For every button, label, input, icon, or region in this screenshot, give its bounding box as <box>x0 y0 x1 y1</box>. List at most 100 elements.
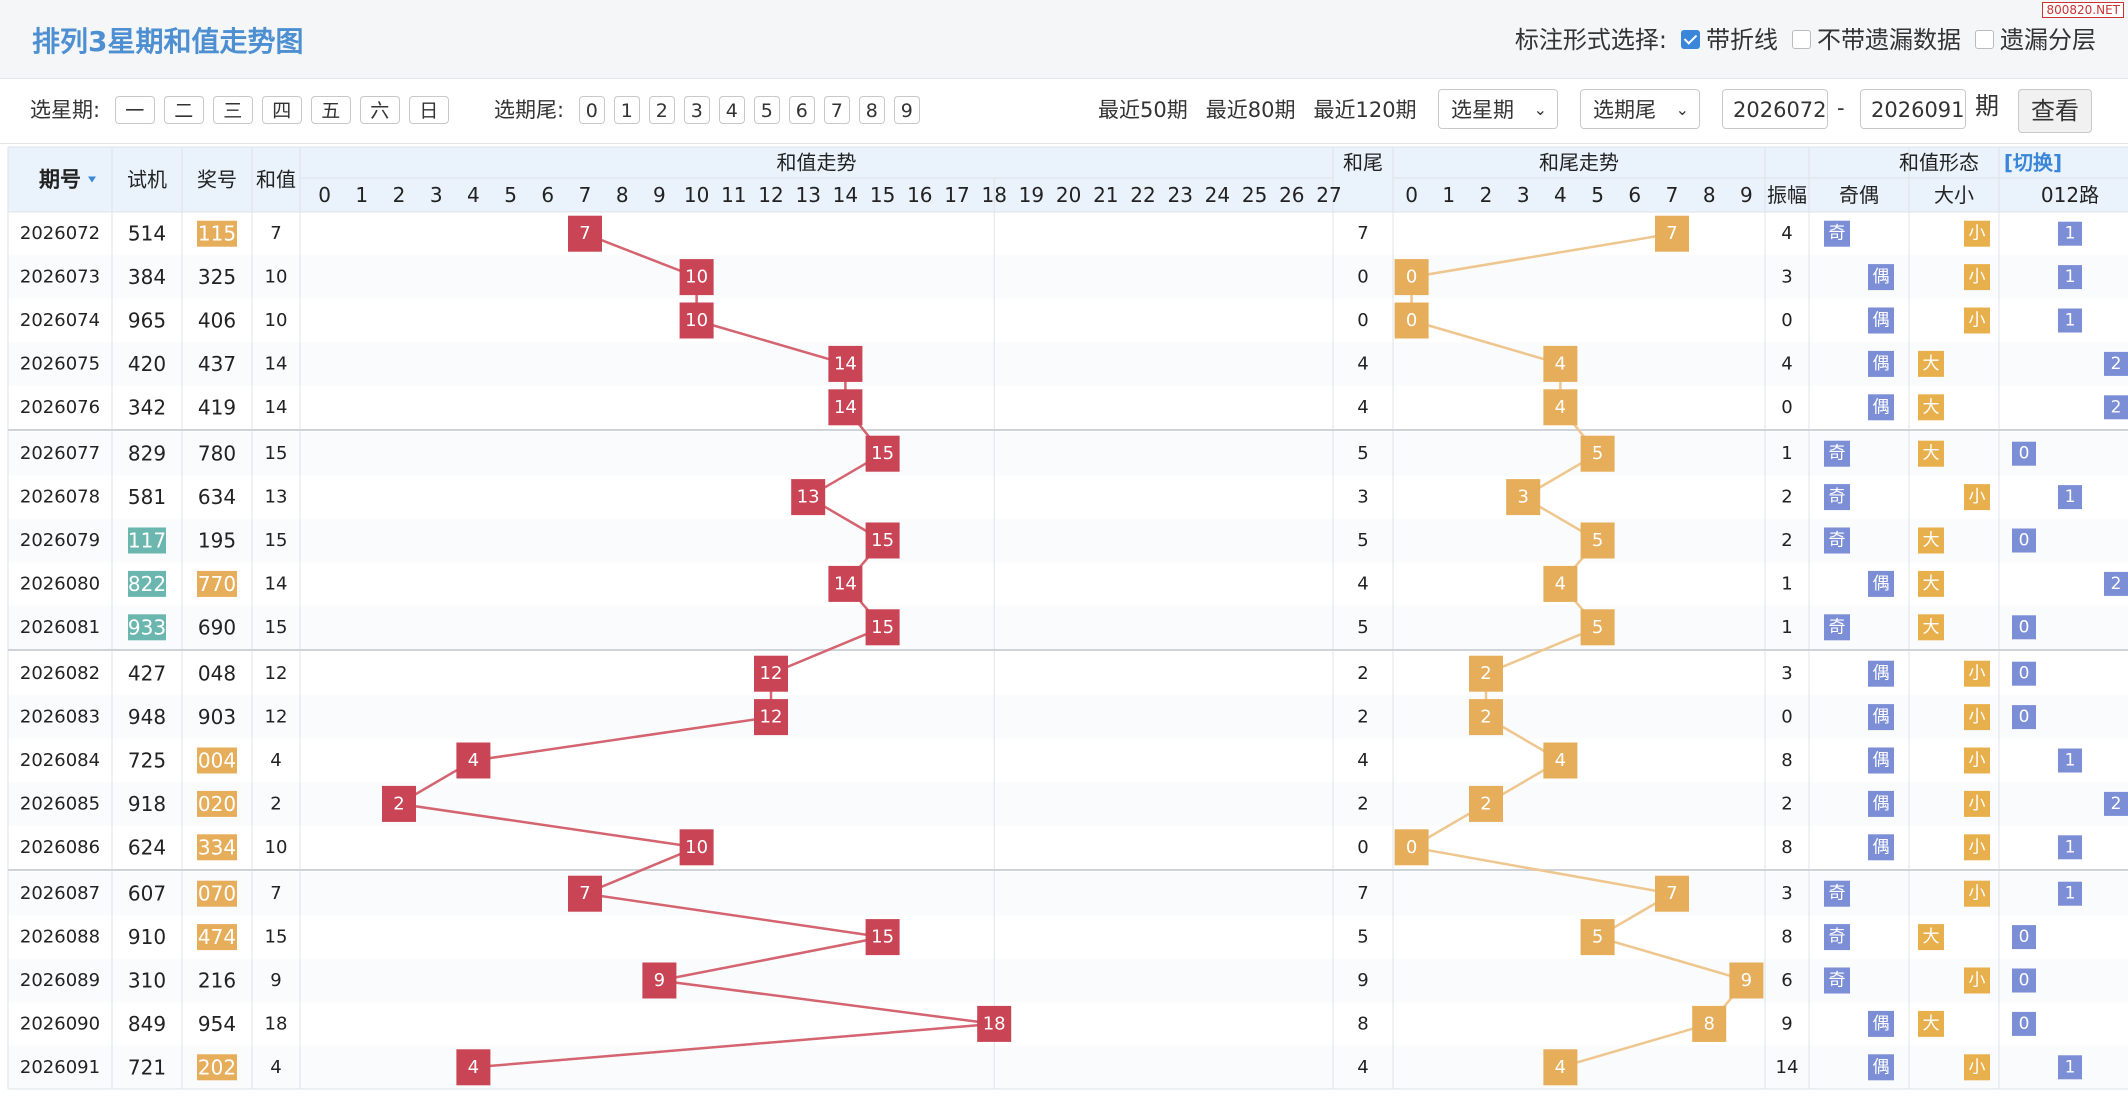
trial-cell: 948 <box>128 705 166 729</box>
route-value: 2 <box>2111 574 2122 594</box>
route-badge <box>2058 835 2082 860</box>
option-layer[interactable]: 遗漏分层 <box>1975 20 2096 55</box>
recent-120-link[interactable]: 最近120期 <box>1313 98 1417 122</box>
header-background <box>8 147 2128 212</box>
bigsmall-value: 小 <box>1969 1057 1986 1077</box>
sum-hit-value: 14 <box>834 573 857 594</box>
row-shade <box>8 695 2128 739</box>
weekday-chip-6[interactable]: 日 <box>408 96 449 124</box>
amp-cell: 4 <box>1781 353 1792 374</box>
oddeven-value: 偶 <box>1873 354 1890 374</box>
option-line[interactable]: 带折线 <box>1681 20 1778 55</box>
tail-select[interactable]: 选期尾 ⌄ <box>1580 89 1700 129</box>
prize-cell: 020 <box>198 792 236 816</box>
sum-hit-box <box>456 1049 491 1086</box>
amp-cell: 9 <box>1781 1013 1792 1034</box>
tail-hit-value: 9 <box>1741 970 1752 991</box>
tail-col-header: 7 <box>1666 183 1679 207</box>
oddeven-value: 偶 <box>1873 1057 1890 1077</box>
tail-chip-1[interactable]: 1 <box>613 96 640 124</box>
issue-header[interactable]: 期号 <box>39 168 81 192</box>
tail-chip-3[interactable]: 3 <box>683 96 710 124</box>
weekday-chip-4[interactable]: 五 <box>310 96 351 124</box>
weekday-select[interactable]: 选星期 ⌄ <box>1438 89 1558 129</box>
tail-hit-value: 7 <box>1666 883 1677 904</box>
issue-cell: 2026082 <box>20 663 100 684</box>
tail-cell: 7 <box>1357 883 1368 904</box>
shape-header: 和值形态 <box>1899 151 1979 175</box>
sum-col-header: 25 <box>1242 183 1267 207</box>
amp-cell: 6 <box>1781 970 1792 991</box>
option-no-miss[interactable]: 不带遗漏数据 <box>1792 20 1961 55</box>
sum-hit-value: 10 <box>685 267 708 288</box>
oddeven-badge <box>1824 440 1850 467</box>
tail-chip-4[interactable]: 4 <box>718 96 745 124</box>
tail-chip-0[interactable]: 0 <box>578 96 605 124</box>
tail-chip-6[interactable]: 6 <box>788 96 815 124</box>
weekday-chip-5[interactable]: 六 <box>359 96 400 124</box>
tail-chip-9[interactable]: 9 <box>893 96 920 124</box>
amp-cell: 3 <box>1781 267 1792 288</box>
weekday-chip-2[interactable]: 三 <box>212 96 253 124</box>
tail-cell: 0 <box>1357 837 1368 858</box>
bigsmall-badge <box>1964 967 1990 994</box>
checkbox-icon[interactable] <box>1975 29 1994 49</box>
route-value: 2 <box>2111 354 2122 374</box>
recent-50-link[interactable]: 最近50期 <box>1098 98 1188 122</box>
bigsmall-badge <box>1964 1054 1990 1081</box>
tail-chip-2[interactable]: 2 <box>648 96 675 124</box>
tail-hit-box <box>1506 479 1541 516</box>
to-issue-input[interactable]: 2026091 <box>1860 89 1966 129</box>
from-issue-input[interactable]: 2026072 <box>1722 89 1828 129</box>
oddeven-value: 偶 <box>1873 707 1890 727</box>
tail-chip-5[interactable]: 5 <box>753 96 780 124</box>
sort-desc-icon[interactable] <box>88 176 96 183</box>
tail-col-header: 8 <box>1703 183 1716 207</box>
oddeven-value: 奇 <box>1829 884 1846 904</box>
amp-cell: 8 <box>1781 927 1792 948</box>
prize-highlight <box>197 790 237 817</box>
weekday-chip-1[interactable]: 二 <box>163 96 204 124</box>
route-badge <box>2058 748 2082 773</box>
row-shade <box>8 255 2128 299</box>
amp-cell: 14 <box>1776 1057 1799 1078</box>
route-value: 0 <box>2019 444 2030 464</box>
query-button[interactable]: 查看 <box>2018 89 2092 133</box>
weekday-chip-3[interactable]: 四 <box>261 96 302 124</box>
route-header: 012路 <box>2041 183 2099 207</box>
bigsmall-badge <box>1918 570 1944 597</box>
bigsmall-badge <box>1964 790 1990 817</box>
checkbox-checked-icon[interactable] <box>1681 29 1700 49</box>
tail-hit-box <box>1580 609 1615 646</box>
prize-cell: 115 <box>198 222 236 246</box>
oddeven-value: 偶 <box>1873 664 1890 684</box>
recent-80-link[interactable]: 最近80期 <box>1205 98 1296 122</box>
trial-cell: 581 <box>128 485 166 509</box>
trial-cell: 310 <box>128 969 166 993</box>
sum-col-header: 16 <box>907 183 932 207</box>
tail-chip-8[interactable]: 8 <box>858 96 885 124</box>
bigsmall-value: 小 <box>1969 311 1986 331</box>
checkbox-icon[interactable] <box>1792 29 1811 49</box>
bigsmall-value: 小 <box>1969 267 1986 287</box>
bigsmall-value: 大 <box>1923 397 1940 417</box>
bigsmall-badge <box>1964 834 1990 861</box>
route-badge <box>2012 705 2036 730</box>
tail-chip-7[interactable]: 7 <box>823 96 850 124</box>
tail-hit-box <box>1543 389 1578 426</box>
route-value: 1 <box>2065 267 2076 287</box>
issue-cell: 2026076 <box>20 397 100 418</box>
route-value: 1 <box>2065 311 2076 331</box>
route-value: 1 <box>2065 224 2076 244</box>
issue-cell: 2026085 <box>20 793 100 814</box>
switch-link[interactable]: [切换] <box>2004 151 2062 175</box>
tail-hit-value: 7 <box>1666 223 1677 244</box>
tail-hit-box <box>1543 742 1578 779</box>
prize-header: 奖号 <box>197 168 237 192</box>
tail-hit-value: 8 <box>1703 1013 1714 1034</box>
sum-col-header: 21 <box>1093 183 1118 207</box>
weekday-chip-0[interactable]: 一 <box>114 96 155 124</box>
trial-cell: 933 <box>128 615 166 639</box>
tail-hit-value: 5 <box>1592 927 1603 948</box>
